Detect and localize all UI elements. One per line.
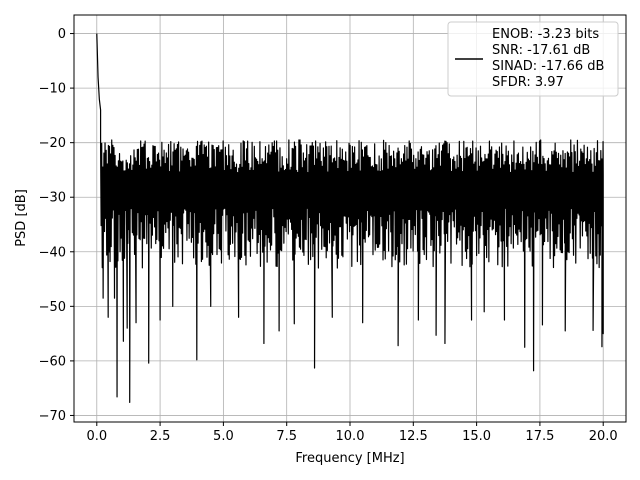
legend-box xyxy=(447,21,619,97)
x-tick-label: 12.5 xyxy=(399,429,428,444)
series-layer xyxy=(96,33,604,403)
y-tick-label: −70 xyxy=(39,409,66,424)
y-tick-label: −30 xyxy=(39,191,66,206)
y-tick-label: −50 xyxy=(39,300,66,315)
legend: ENOB: -3.23 bits SNR: -17.61 dB SINAD: -… xyxy=(447,21,619,97)
tick-layer: 0.0 2.5 5.0 7.5 10.0 12.5 15.0 17.5 20.0 0 −10 −20 −… xyxy=(39,27,618,444)
y-tick-label: 0 xyxy=(58,27,66,42)
y-tick-label: −40 xyxy=(39,245,66,260)
legend-sfdr: SFDR: 3.97 xyxy=(492,75,564,90)
legend-snr: SNR: -17.61 dB xyxy=(492,43,590,58)
x-tick-label: 0.0 xyxy=(86,429,107,444)
psd-series-line xyxy=(96,33,604,403)
y-axis-label: PSD [dB] xyxy=(14,189,29,247)
y-tick-label: −60 xyxy=(39,354,66,369)
x-tick-label: 5.0 xyxy=(213,429,234,444)
x-tick-label: 15.0 xyxy=(462,429,491,444)
y-tick-label: −10 xyxy=(39,82,66,97)
x-tick-label: 20.0 xyxy=(589,429,618,444)
x-tick-label: 2.5 xyxy=(150,429,171,444)
x-tick-label: 10.0 xyxy=(336,429,365,444)
x-tick-label: 7.5 xyxy=(276,429,297,444)
legend-enob: ENOB: -3.23 bits xyxy=(492,27,599,42)
legend-sinad: SINAD: -17.66 dB xyxy=(492,59,604,74)
x-axis-label: Frequency [MHz] xyxy=(295,451,404,466)
y-tick-label: −20 xyxy=(39,136,66,151)
x-tick-label: 17.5 xyxy=(525,429,554,444)
